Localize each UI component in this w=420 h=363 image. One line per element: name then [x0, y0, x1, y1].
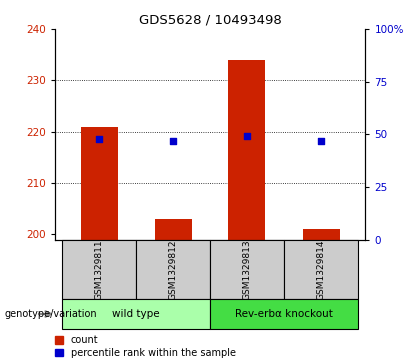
Text: GSM1329812: GSM1329812 — [168, 239, 178, 300]
Bar — [155, 219, 192, 240]
Bar — [136, 240, 210, 299]
Point — [244, 134, 250, 139]
Point — [96, 136, 102, 142]
Bar — [81, 127, 118, 240]
Text: GSM1329813: GSM1329813 — [242, 239, 252, 300]
Text: GSM1329811: GSM1329811 — [94, 239, 103, 300]
Text: wild type: wild type — [112, 309, 160, 319]
Bar — [62, 299, 210, 329]
Point — [170, 138, 176, 143]
Bar — [284, 240, 358, 299]
Text: GSM1329814: GSM1329814 — [317, 239, 326, 300]
Bar — [210, 299, 358, 329]
Point — [318, 138, 324, 143]
Text: genotype/variation: genotype/variation — [4, 309, 97, 319]
Title: GDS5628 / 10493498: GDS5628 / 10493498 — [139, 13, 281, 26]
Bar — [228, 60, 265, 240]
Bar — [302, 229, 339, 240]
Legend: count, percentile rank within the sample: count, percentile rank within the sample — [55, 335, 236, 358]
Text: Rev-erbα knockout: Rev-erbα knockout — [235, 309, 333, 319]
Bar — [62, 240, 136, 299]
Bar — [210, 240, 284, 299]
